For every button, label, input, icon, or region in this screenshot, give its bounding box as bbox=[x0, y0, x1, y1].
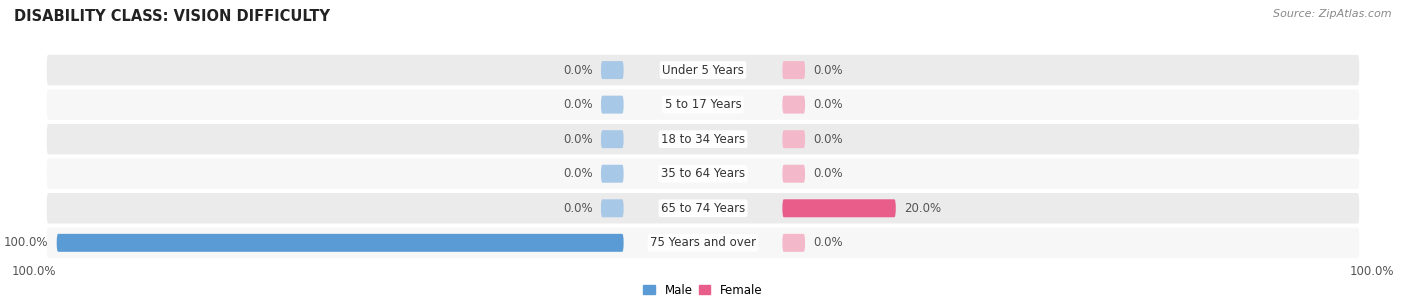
Text: 0.0%: 0.0% bbox=[562, 133, 592, 146]
Text: 0.0%: 0.0% bbox=[562, 64, 592, 76]
Legend: Male, Female: Male, Female bbox=[638, 279, 768, 301]
Text: 0.0%: 0.0% bbox=[562, 202, 592, 215]
FancyBboxPatch shape bbox=[600, 165, 624, 183]
Text: Under 5 Years: Under 5 Years bbox=[662, 64, 744, 76]
Text: 75 Years and over: 75 Years and over bbox=[650, 236, 756, 249]
Text: 100.0%: 100.0% bbox=[11, 265, 56, 278]
FancyBboxPatch shape bbox=[782, 61, 806, 79]
Text: 0.0%: 0.0% bbox=[562, 167, 592, 180]
FancyBboxPatch shape bbox=[782, 130, 806, 148]
FancyBboxPatch shape bbox=[600, 199, 624, 217]
Text: 18 to 34 Years: 18 to 34 Years bbox=[661, 133, 745, 146]
FancyBboxPatch shape bbox=[45, 226, 1361, 259]
Text: 0.0%: 0.0% bbox=[814, 98, 844, 111]
Text: 20.0%: 20.0% bbox=[904, 202, 942, 215]
Text: 100.0%: 100.0% bbox=[1350, 265, 1395, 278]
FancyBboxPatch shape bbox=[782, 199, 896, 217]
FancyBboxPatch shape bbox=[45, 157, 1361, 190]
Text: 100.0%: 100.0% bbox=[4, 236, 48, 249]
Text: 0.0%: 0.0% bbox=[814, 133, 844, 146]
Text: 0.0%: 0.0% bbox=[814, 64, 844, 76]
FancyBboxPatch shape bbox=[600, 130, 624, 148]
FancyBboxPatch shape bbox=[782, 234, 806, 252]
FancyBboxPatch shape bbox=[782, 96, 806, 114]
Text: 0.0%: 0.0% bbox=[814, 236, 844, 249]
FancyBboxPatch shape bbox=[600, 61, 624, 79]
FancyBboxPatch shape bbox=[45, 54, 1361, 87]
Text: DISABILITY CLASS: VISION DIFFICULTY: DISABILITY CLASS: VISION DIFFICULTY bbox=[14, 9, 330, 24]
Text: 0.0%: 0.0% bbox=[562, 98, 592, 111]
FancyBboxPatch shape bbox=[600, 96, 624, 114]
FancyBboxPatch shape bbox=[782, 165, 806, 183]
Text: Source: ZipAtlas.com: Source: ZipAtlas.com bbox=[1274, 9, 1392, 19]
Text: 65 to 74 Years: 65 to 74 Years bbox=[661, 202, 745, 215]
FancyBboxPatch shape bbox=[45, 88, 1361, 121]
FancyBboxPatch shape bbox=[45, 192, 1361, 225]
Text: 5 to 17 Years: 5 to 17 Years bbox=[665, 98, 741, 111]
FancyBboxPatch shape bbox=[45, 123, 1361, 156]
FancyBboxPatch shape bbox=[56, 234, 624, 252]
Text: 35 to 64 Years: 35 to 64 Years bbox=[661, 167, 745, 180]
Text: 0.0%: 0.0% bbox=[814, 167, 844, 180]
